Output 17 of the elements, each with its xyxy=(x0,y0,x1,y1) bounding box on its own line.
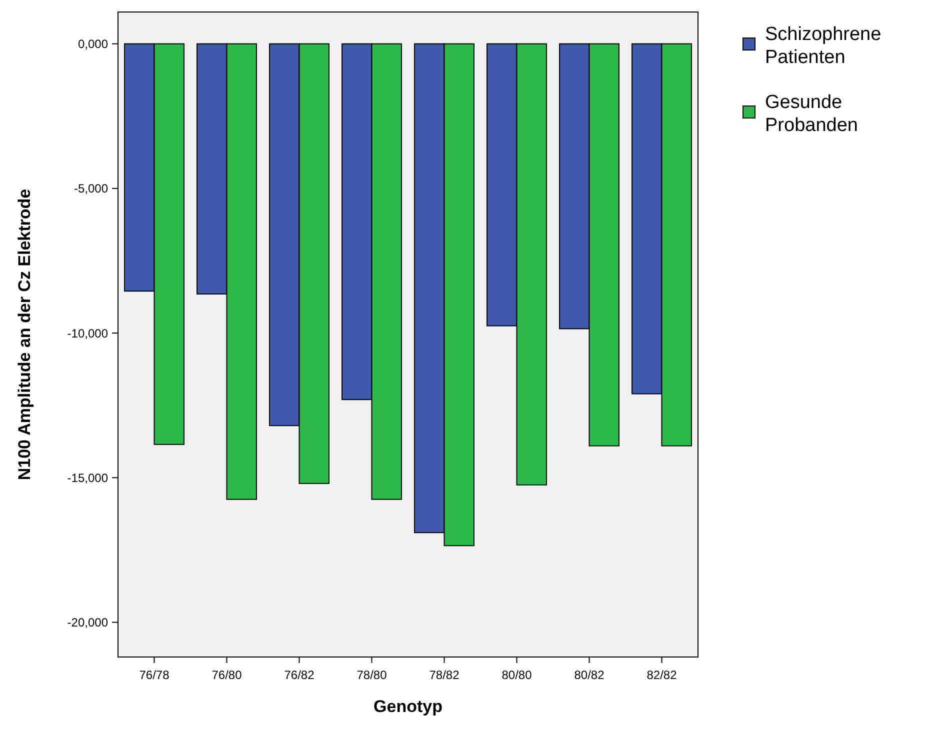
y-tick-label: -15,000 xyxy=(67,470,108,485)
y-tick-label: -20,000 xyxy=(67,615,108,630)
x-tick-label: 78/80 xyxy=(356,668,388,682)
legend-label: Gesunde Probanden xyxy=(765,92,858,136)
y-tick-label: 0,000 xyxy=(78,37,108,52)
x-tick-label: 76/82 xyxy=(284,668,315,682)
legend-label: Schizophrene Patienten xyxy=(765,24,882,68)
x-tick-label: 82/82 xyxy=(646,668,678,682)
y-tick-label: -10,000 xyxy=(67,326,108,340)
x-axis-title: Genotyp xyxy=(374,697,442,716)
x-tick-label: 80/82 xyxy=(574,668,605,682)
y-axis-title: N100 Amplitude an der Cz Elektrode xyxy=(15,188,34,480)
x-tick-label: 76/80 xyxy=(212,668,242,682)
x-tick-label: 76/78 xyxy=(139,668,170,682)
x-tick-label: 80/80 xyxy=(502,668,532,682)
y-tick-label: -5,000 xyxy=(74,182,108,196)
x-tick-label: 78/82 xyxy=(429,668,460,682)
